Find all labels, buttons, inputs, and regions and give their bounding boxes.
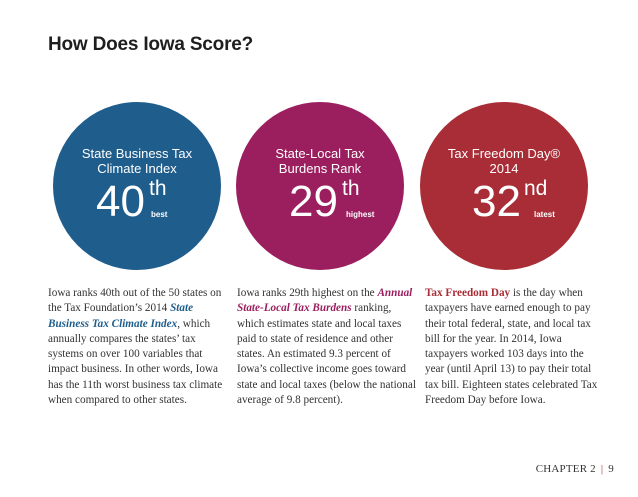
rank-word: highest xyxy=(346,210,375,219)
rank: 32 nd latest xyxy=(420,178,588,228)
tax-freedom-day-text: Tax Freedom Day is the day when taxpayer… xyxy=(425,286,605,408)
state-local-tax-burdens-text: Iowa ranks 29th highest on the Annual St… xyxy=(237,286,417,408)
page-title: How Does Iowa Score? xyxy=(48,34,254,55)
chapter-label: CHAPTER 2 xyxy=(535,463,596,475)
business-tax-climate-circle: State Business Tax Climate Index 40 th b… xyxy=(53,102,221,270)
page-footer: CHAPTER 2 | 9 xyxy=(536,463,614,475)
tax-freedom-day-lead: Tax Freedom Day xyxy=(425,287,511,299)
circle-label-line1: Tax Freedom Day® xyxy=(447,146,561,161)
paragraph-text: ranking, which estimates state and local… xyxy=(237,302,416,407)
paragraph-text: , which annually compares the states’ ta… xyxy=(48,317,223,407)
rank-number: 29 xyxy=(289,177,338,226)
annual-state-local-tax-burdens-link[interactable]: Annual State-Local Tax Burdens xyxy=(237,287,413,315)
rank-suffix: nd xyxy=(524,177,548,200)
page-number: 9 xyxy=(608,463,614,475)
rank-word: best xyxy=(151,210,168,219)
rank: 40 th best xyxy=(53,178,221,228)
circle-label-line2: Burdens Rank xyxy=(278,161,362,176)
circle-label-line1: State-Local Tax xyxy=(275,146,365,161)
paragraph-text: is the day when taxpayers have earned en… xyxy=(425,287,598,407)
circle-label: Tax Freedom Day® 2014 xyxy=(420,146,588,176)
footer-separator: | xyxy=(600,463,604,475)
circle-label-line2: Climate Index xyxy=(97,161,177,176)
circle-label-line1: State Business Tax xyxy=(81,146,193,161)
paragraph-text: Iowa ranks 29th highest on the xyxy=(237,287,378,299)
rank: 29 th highest xyxy=(236,178,404,228)
rank-number: 32 xyxy=(472,177,521,226)
state-local-tax-burdens-circle: State-Local Tax Burdens Rank 29 th highe… xyxy=(236,102,404,270)
paragraph-text: Iowa ranks 40th out of the 50 states on … xyxy=(48,287,222,315)
business-tax-climate-text: Iowa ranks 40th out of the 50 states on … xyxy=(48,286,228,408)
tax-freedom-day-circle: Tax Freedom Day® 2014 32 nd latest xyxy=(420,102,588,270)
circle-label: State Business Tax Climate Index xyxy=(53,146,221,176)
state-business-tax-climate-index-link[interactable]: State Business Tax Climate Index xyxy=(48,302,194,330)
circle-label-line2: 2014 xyxy=(489,161,519,176)
rank-suffix: th xyxy=(149,177,167,200)
rank-word: latest xyxy=(534,210,555,219)
rank-suffix: th xyxy=(342,177,360,200)
circle-label: State-Local Tax Burdens Rank xyxy=(236,146,404,176)
rank-number: 40 xyxy=(96,177,145,226)
